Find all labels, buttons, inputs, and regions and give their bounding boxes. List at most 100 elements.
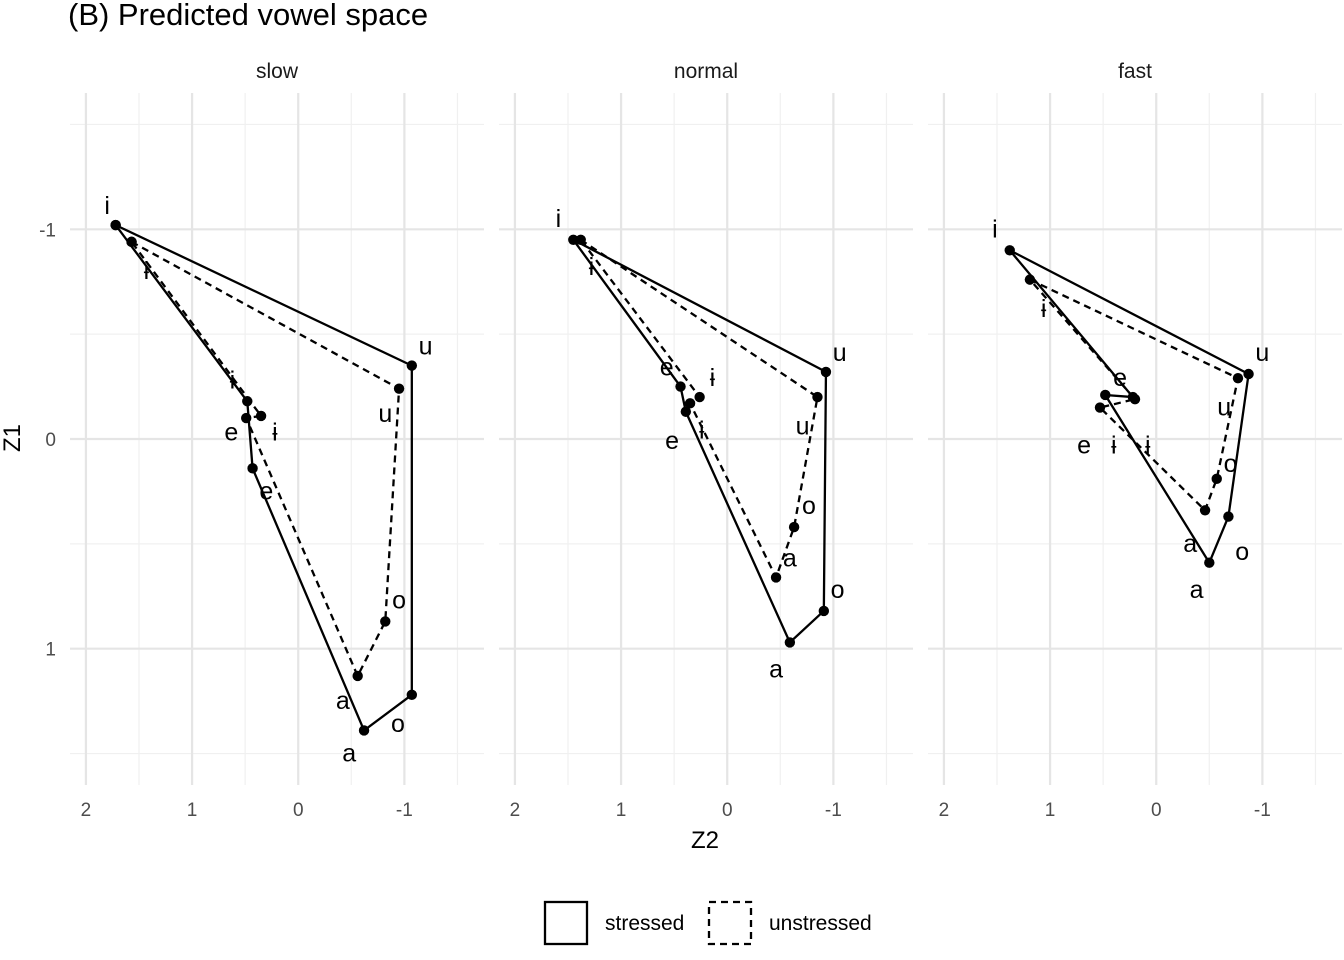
vowel-label-o: o — [831, 576, 845, 604]
y-axis-title: Z1 — [0, 424, 26, 452]
panel-strip-label: normal — [674, 60, 738, 83]
point-unstressed-a — [1199, 505, 1211, 516]
point-unstressed-o — [788, 521, 800, 533]
vowel-label-o: o — [802, 492, 816, 520]
chart-legend: stressed unstressed — [543, 900, 872, 946]
x-tick-label: 1 — [1045, 800, 1056, 821]
point-unstressed-extra — [110, 219, 121, 231]
point-stressed-i — [568, 234, 579, 245]
vowel-label-barred-i: ɨ — [589, 253, 595, 281]
vowel-label-e: e — [1077, 431, 1091, 459]
point-stressed-barred-i — [675, 381, 686, 392]
vowel-label-e: e — [660, 354, 674, 382]
point-stressed-e — [247, 463, 258, 474]
point-unstressed-e — [684, 398, 696, 409]
vowel-label-u: u — [796, 412, 810, 440]
legend-label-stressed: stressed — [605, 912, 684, 935]
point-unstressed-e — [241, 412, 252, 424]
panel-strip-label: slow — [256, 60, 299, 83]
x-tick-label: -1 — [1254, 800, 1271, 821]
vowel-label-u: u — [833, 339, 847, 367]
point-unstressed-i — [126, 236, 137, 248]
point-stressed-a — [784, 637, 796, 648]
point-stressed-e — [680, 406, 692, 417]
chart-title: (B) Predicted vowel space — [68, 0, 428, 32]
vowel-label-i: i — [992, 215, 998, 243]
point-unstressed-u — [1232, 372, 1244, 384]
vowel-label-i: i — [556, 205, 562, 233]
vowel-label-e: e — [224, 419, 238, 447]
panel-strip-label: fast — [1118, 60, 1152, 83]
x-axis-title: Z2 — [691, 827, 719, 854]
y-tick-label: 0 — [45, 430, 56, 451]
y-tick-label: -1 — [39, 220, 56, 241]
x-tick-label: 1 — [187, 800, 198, 821]
x-tick-label: 1 — [616, 800, 627, 821]
point-stressed-i — [1004, 245, 1015, 256]
vowel-label-barred-i: ɨ — [272, 419, 278, 447]
vowel-label-barred-i: ɨ — [230, 366, 236, 394]
vowel-label-a: a — [783, 545, 797, 573]
x-tick-label: -1 — [396, 800, 413, 821]
x-tick-label: 0 — [1151, 800, 1162, 821]
series-unstressed-polygon — [130, 240, 401, 678]
y-tick-label: 1 — [45, 640, 56, 661]
legend-key-unstressed — [707, 900, 753, 946]
x-tick-label: 2 — [81, 800, 92, 821]
legend-key-stressed — [543, 900, 589, 946]
x-tick-label: 2 — [939, 800, 950, 821]
point-stressed-o — [1223, 511, 1234, 522]
vowel-label-o: o — [392, 586, 406, 614]
point-unstressed-o — [1211, 473, 1222, 485]
vowel-label-i: i — [104, 192, 110, 220]
vowel-label-u: u — [419, 333, 433, 361]
vowel-label-o: o — [1224, 450, 1238, 478]
point-unstressed-barred-i — [694, 391, 705, 403]
x-tick-label: -1 — [825, 800, 842, 821]
vowel-label-barred-i: ɨ — [710, 364, 716, 392]
vowel-label-e: e — [665, 427, 679, 455]
point-unstressed-u — [393, 383, 405, 394]
vowel-label-a: a — [336, 687, 350, 715]
vowel-label-a: a — [342, 740, 356, 768]
vowel-label-a: a — [769, 656, 783, 684]
point-stressed-a — [358, 725, 370, 736]
x-tick-label: 0 — [293, 800, 304, 821]
vowel-label-o: o — [1235, 538, 1249, 566]
x-tick-label: 2 — [510, 800, 521, 821]
vowel-label-u: u — [1255, 339, 1269, 367]
point-unstressed-a — [770, 572, 782, 583]
point-stressed-e — [1100, 389, 1111, 401]
vowel-label-a: a — [1183, 530, 1197, 558]
point-stressed-a — [1204, 557, 1215, 568]
point-unstressed-o — [380, 616, 391, 627]
legend-label-unstressed: unstressed — [769, 912, 872, 935]
point-stressed-o — [818, 605, 830, 617]
point-stressed-u — [820, 366, 832, 378]
point-unstressed-a — [352, 670, 363, 682]
point-stressed-u — [406, 360, 418, 371]
vowel-label-barred-i: ɨ — [144, 257, 150, 285]
series-unstressed-polygon — [579, 238, 819, 579]
vowel-label-e: e — [1113, 364, 1127, 392]
x-tick-label: 0 — [722, 800, 733, 821]
vowel-label-o: o — [391, 710, 405, 738]
point-stressed-o — [406, 689, 418, 701]
vowel-label-u: u — [1217, 394, 1231, 422]
point-unstressed-i — [1024, 274, 1036, 285]
point-stressed-u — [1243, 368, 1254, 380]
point-stressed-barred-i — [242, 396, 253, 407]
point-unstressed-i — [575, 234, 586, 245]
vowel-label-barred-i: ɨ — [699, 417, 705, 445]
vowel-label-barred-i: ɨ — [1041, 295, 1047, 323]
point-unstressed-barred-i — [1129, 393, 1141, 405]
point-unstressed-u — [812, 391, 823, 403]
point-unstressed-e — [1094, 402, 1106, 413]
vowel-label-e: e — [259, 477, 273, 505]
vowel-label-u: u — [378, 400, 392, 428]
